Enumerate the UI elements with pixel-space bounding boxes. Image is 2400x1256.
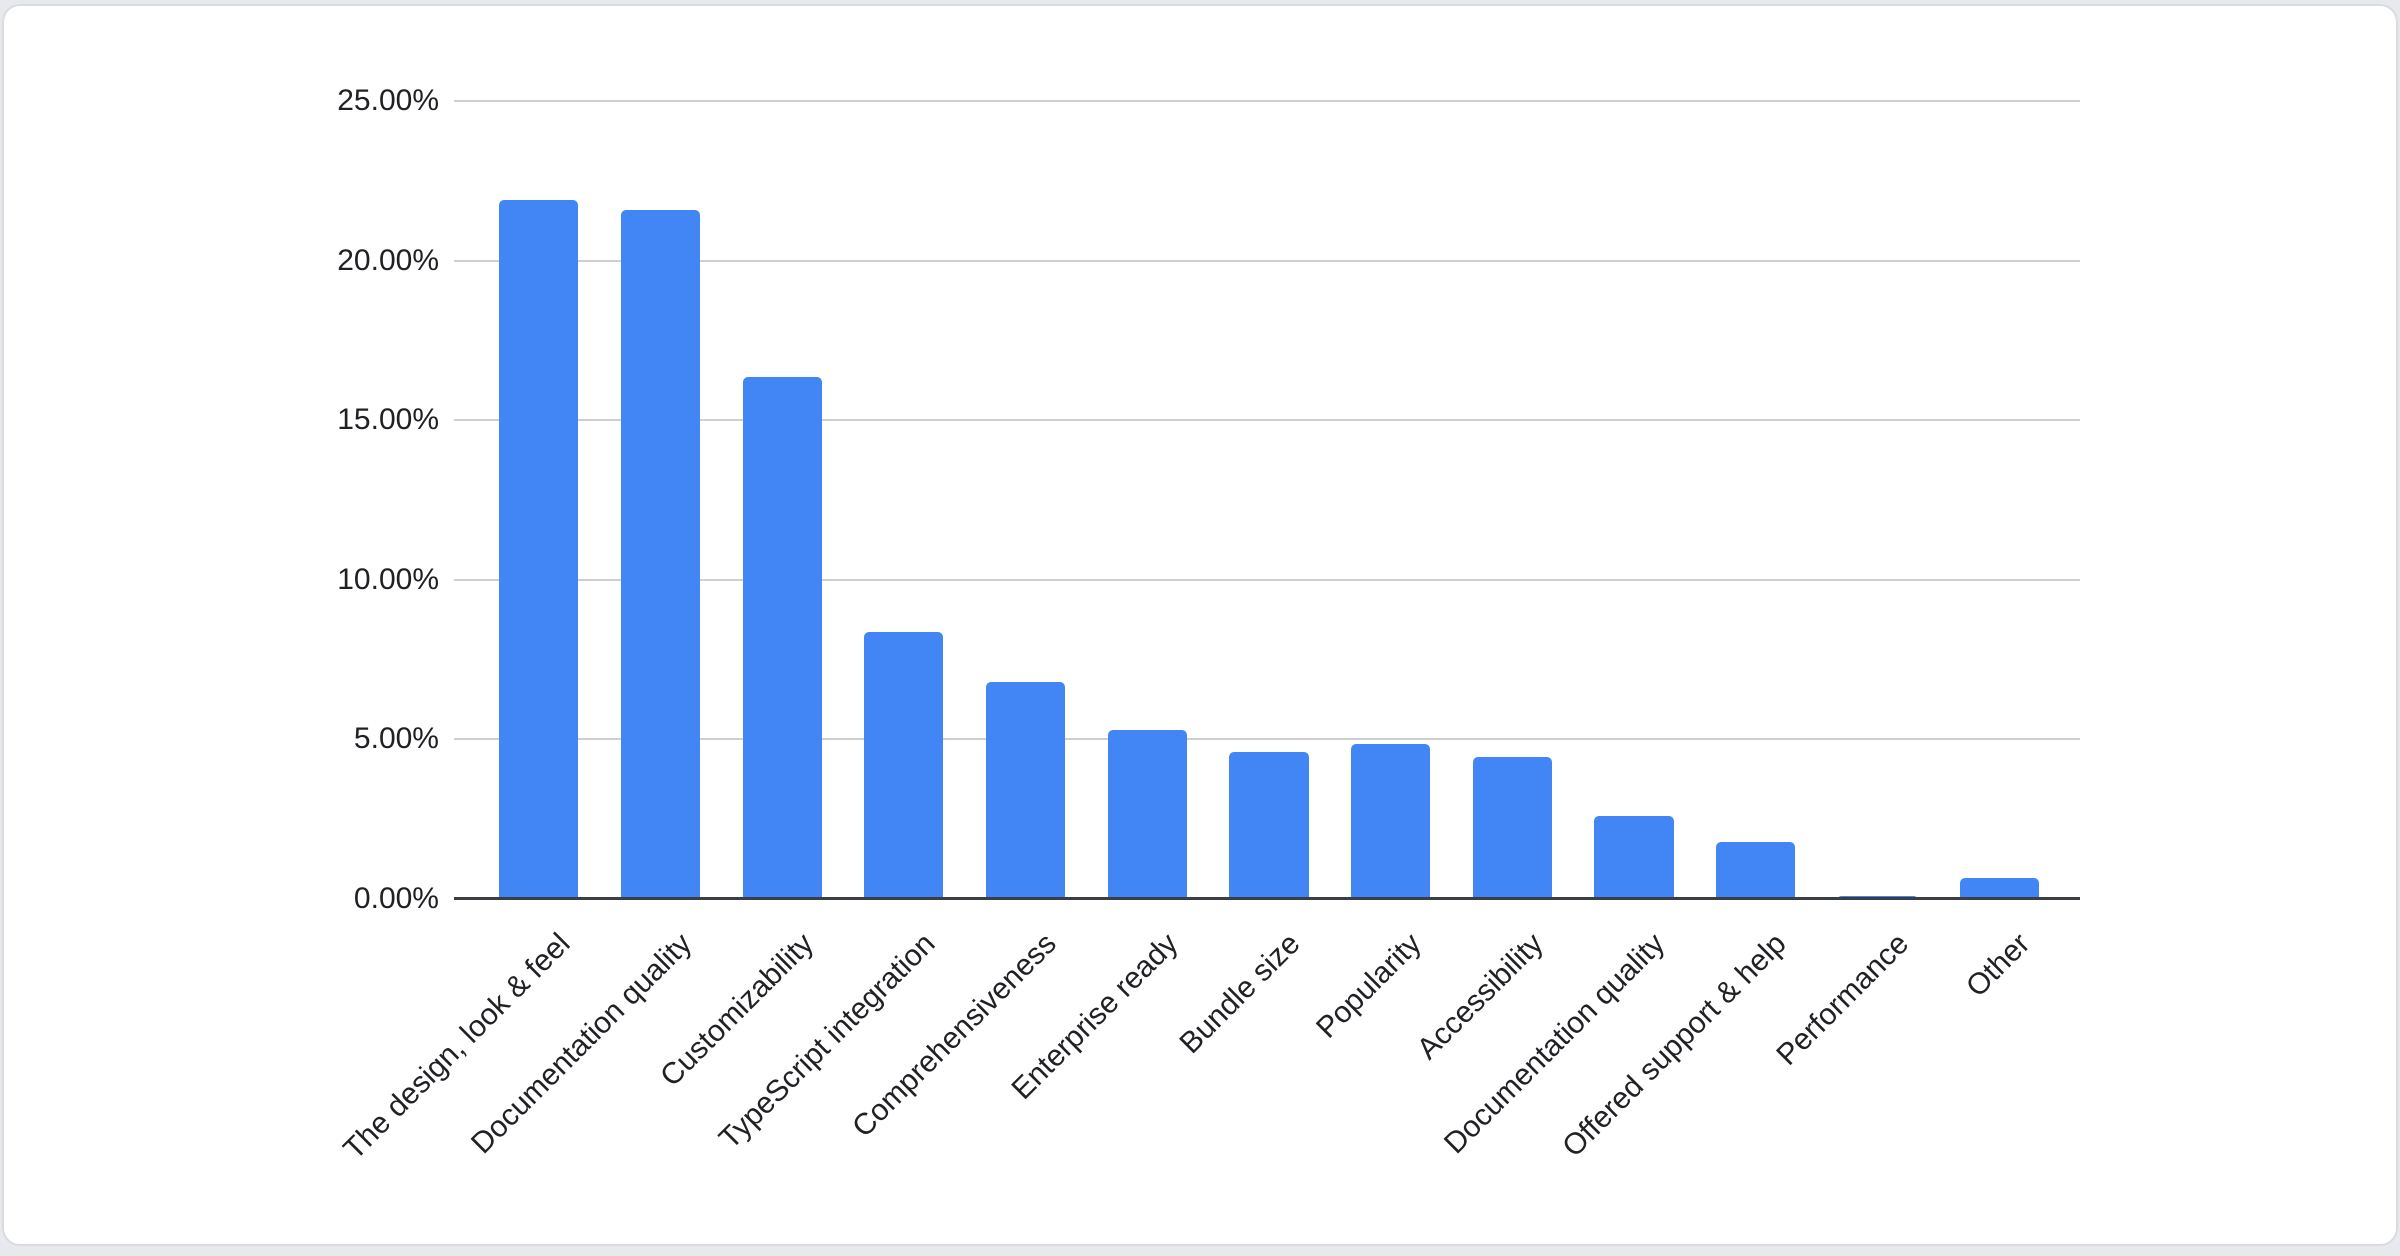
y-axis-tick-label: 15.00% bbox=[337, 403, 439, 437]
x-axis-category-label: Comprehensiveness bbox=[846, 927, 1063, 1144]
x-axis-category-label: Offered support & help bbox=[1556, 927, 1794, 1164]
x-axis-category-label: Other bbox=[1960, 927, 2037, 1004]
y-axis-tick-label: 10.00% bbox=[337, 562, 439, 596]
bar[interactable] bbox=[986, 681, 1066, 899]
bar-slot bbox=[721, 101, 843, 899]
x-axis-category-label: Documentation quality bbox=[1438, 927, 1672, 1161]
bar[interactable] bbox=[1351, 744, 1431, 899]
bar-slot bbox=[1086, 101, 1208, 899]
gridline bbox=[454, 419, 2080, 422]
bar[interactable] bbox=[1716, 841, 1796, 899]
bar[interactable] bbox=[1959, 878, 2039, 899]
bar-slot bbox=[478, 101, 600, 899]
bar[interactable] bbox=[1594, 816, 1674, 899]
gridline bbox=[454, 259, 2080, 262]
bar-slot bbox=[600, 101, 722, 899]
gridline bbox=[454, 100, 2080, 102]
plot-area bbox=[454, 100, 2080, 900]
y-axis-tick-label: 0.00% bbox=[353, 882, 439, 915]
bar[interactable] bbox=[1229, 752, 1309, 899]
gridline bbox=[454, 578, 2080, 581]
bar-slot bbox=[1452, 101, 1574, 899]
x-axis-line bbox=[454, 897, 2080, 900]
bar-slot bbox=[1817, 101, 1939, 899]
y-axis-tick-label: 5.00% bbox=[353, 722, 439, 756]
bar-slot bbox=[843, 101, 965, 899]
x-axis-category-label: TypeScript integration bbox=[712, 927, 942, 1156]
x-axis-category-label: Popularity bbox=[1310, 927, 1429, 1045]
x-axis-category-label: Bundle size bbox=[1173, 927, 1307, 1061]
bar-slot bbox=[965, 101, 1087, 899]
y-axis-tick-label: 20.00% bbox=[337, 243, 439, 277]
gridline bbox=[454, 738, 2080, 741]
bar[interactable] bbox=[1107, 729, 1187, 899]
bar-slot bbox=[1938, 101, 2060, 899]
bar-slot bbox=[1695, 101, 1817, 899]
y-axis-tick-label: 25.00% bbox=[337, 84, 439, 117]
bar[interactable] bbox=[1472, 756, 1552, 899]
bars-area bbox=[478, 101, 2060, 899]
chart-card: 0.00% 5.00% 10.00% 15.00% 20.00% 25.00% The de… bbox=[2, 4, 2398, 1246]
x-axis-category-label: Documentation quality bbox=[464, 927, 698, 1161]
bar[interactable] bbox=[499, 199, 579, 899]
bar[interactable] bbox=[620, 209, 701, 899]
bar[interactable] bbox=[742, 377, 822, 899]
bar-slot bbox=[1573, 101, 1695, 899]
bar-slot bbox=[1208, 101, 1330, 899]
bar-slot bbox=[1330, 101, 1452, 899]
x-axis-category-label: The design, look & feel bbox=[337, 927, 577, 1167]
bar[interactable] bbox=[864, 632, 944, 899]
